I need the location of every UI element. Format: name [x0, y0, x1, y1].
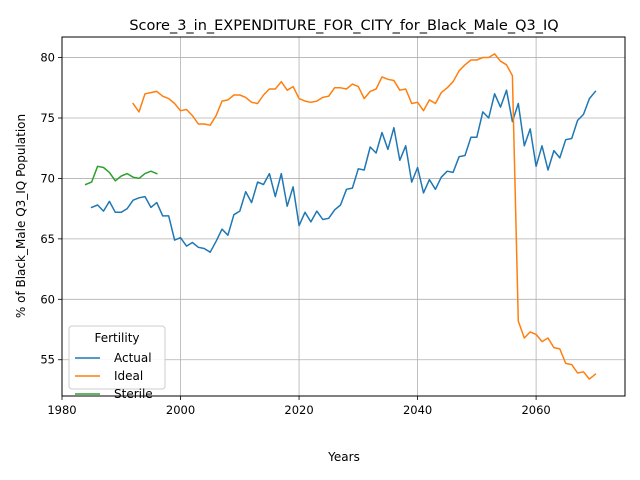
chart-title: Score_3_in_EXPENDITURE_FOR_CITY_for_Blac…	[129, 18, 558, 34]
series-line-ideal	[132, 53, 597, 380]
y-axis-label: % of Black_Male Q3_IQ Population	[14, 114, 28, 318]
legend-entries: Actual Ideal Sterile	[75, 351, 153, 401]
x-tick-label: 2060	[521, 403, 550, 417]
series-line-sterile	[84, 165, 158, 186]
series-line-actual	[90, 89, 597, 253]
y-axis-ticks: 55 60 65 70 75 80	[40, 51, 62, 367]
legend-label-sterile: Sterile	[114, 387, 153, 401]
y-tick-label: 70	[40, 171, 55, 185]
legend: Fertility Actual Ideal Sterile	[68, 325, 166, 401]
y-tick-label: 60	[40, 292, 55, 306]
y-tick-label: 55	[40, 353, 55, 367]
x-axis-label: Years	[327, 450, 360, 464]
legend-box	[68, 325, 166, 390]
plot-frame	[61, 36, 626, 397]
x-tick-label: 2020	[284, 403, 313, 417]
series-lines	[84, 53, 597, 380]
x-tick-label: 2000	[166, 403, 195, 417]
legend-title: Fertility	[94, 331, 139, 345]
y-tick-label: 80	[40, 51, 55, 65]
y-tick-label: 75	[40, 111, 55, 125]
y-tick-label: 65	[40, 232, 55, 246]
x-tick-label: 1980	[47, 403, 76, 417]
legend-label-actual: Actual	[114, 351, 152, 365]
x-tick-label: 2040	[403, 403, 432, 417]
x-axis-ticks: 1980 2000 2020 2040 2060	[47, 396, 551, 417]
legend-label-ideal: Ideal	[114, 369, 143, 383]
